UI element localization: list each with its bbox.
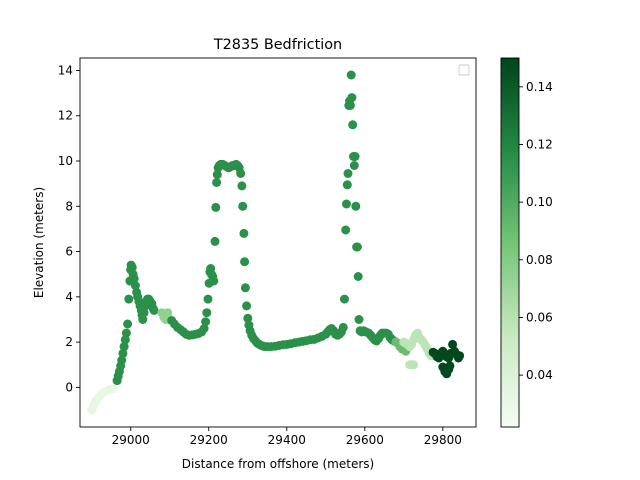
data-point <box>203 294 213 304</box>
data-point <box>123 319 133 329</box>
data-point <box>349 161 359 170</box>
data-point <box>409 360 419 370</box>
data-point <box>117 355 127 365</box>
data-point <box>129 274 139 284</box>
data-point <box>340 294 349 304</box>
data-point <box>212 170 222 180</box>
y-tick-label: 4 <box>65 290 73 304</box>
colorbar-tick-label: 0.12 <box>526 137 553 151</box>
data-point <box>342 199 351 209</box>
colorbar-tick-label: 0.08 <box>526 253 553 267</box>
x-axis-label: Distance from offshore (meters) <box>182 457 374 471</box>
y-tick-label: 2 <box>65 335 73 349</box>
data-point <box>448 339 458 349</box>
data-point <box>139 308 149 318</box>
data-point <box>118 348 128 358</box>
data-point <box>236 169 246 178</box>
data-point <box>240 283 250 293</box>
data-point <box>350 152 360 161</box>
data-point <box>240 257 250 267</box>
data-point <box>354 315 364 324</box>
chart-title: T2835 Bedfriction <box>213 37 342 53</box>
data-point <box>211 202 221 212</box>
x-tick-label: 29600 <box>346 433 384 447</box>
data-point <box>149 305 159 315</box>
data-point <box>341 225 351 235</box>
colorbar-tick-label: 0.04 <box>526 368 553 382</box>
data-point <box>124 294 134 304</box>
colorbar-tick-label: 0.06 <box>526 310 553 324</box>
colorbar <box>500 57 520 428</box>
y-tick-label: 6 <box>65 245 73 259</box>
y-axis-label: Elevation (meters) <box>32 187 46 298</box>
data-point <box>347 93 357 103</box>
x-tick-label: 29400 <box>268 433 306 447</box>
colorbar-tick-label: 0.10 <box>526 195 553 209</box>
colorbar-ticks: 0.04 0.06 0.08 0.10 0.12 0.14 <box>519 80 553 382</box>
data-point <box>127 262 137 272</box>
data-point <box>163 308 173 318</box>
data-point <box>353 272 363 281</box>
y-tick-label: 0 <box>65 380 73 394</box>
data-point <box>237 181 247 191</box>
data-point <box>346 70 356 80</box>
data-point <box>352 242 362 252</box>
data-point <box>119 342 129 352</box>
data-points <box>87 70 465 415</box>
data-point <box>238 201 248 211</box>
data-point <box>445 361 455 371</box>
y-axis-ticks: 0 2 4 6 8 10 12 14 <box>58 63 80 394</box>
data-point <box>455 351 465 361</box>
data-point <box>202 308 212 318</box>
y-tick-label: 10 <box>58 154 73 168</box>
data-point <box>209 276 219 286</box>
data-point <box>121 328 131 338</box>
data-point <box>351 201 361 211</box>
data-point <box>199 324 209 333</box>
data-point <box>343 169 353 178</box>
data-point <box>348 120 358 130</box>
x-tick-label: 29200 <box>190 433 228 447</box>
data-point <box>130 281 140 290</box>
data-point <box>120 335 130 345</box>
legend-box <box>458 64 470 76</box>
x-tick-label: 29000 <box>112 433 150 447</box>
data-point <box>345 101 355 110</box>
data-point <box>242 301 252 311</box>
data-point <box>239 228 249 238</box>
data-point <box>210 236 220 246</box>
x-tick-label: 29800 <box>424 433 462 447</box>
y-tick-label: 14 <box>58 63 73 77</box>
data-point <box>138 315 148 324</box>
data-point <box>108 384 118 393</box>
data-point <box>342 180 352 190</box>
colorbar-tick-label: 0.14 <box>526 80 553 94</box>
data-point <box>212 178 222 187</box>
data-point <box>201 317 211 327</box>
y-tick-label: 12 <box>58 109 73 123</box>
x-axis-ticks: 29000 29200 29400 29600 29800 <box>112 427 462 447</box>
data-point <box>243 313 253 323</box>
plot-frame <box>79 57 477 428</box>
data-point <box>338 322 348 332</box>
y-tick-label: 8 <box>65 199 73 213</box>
